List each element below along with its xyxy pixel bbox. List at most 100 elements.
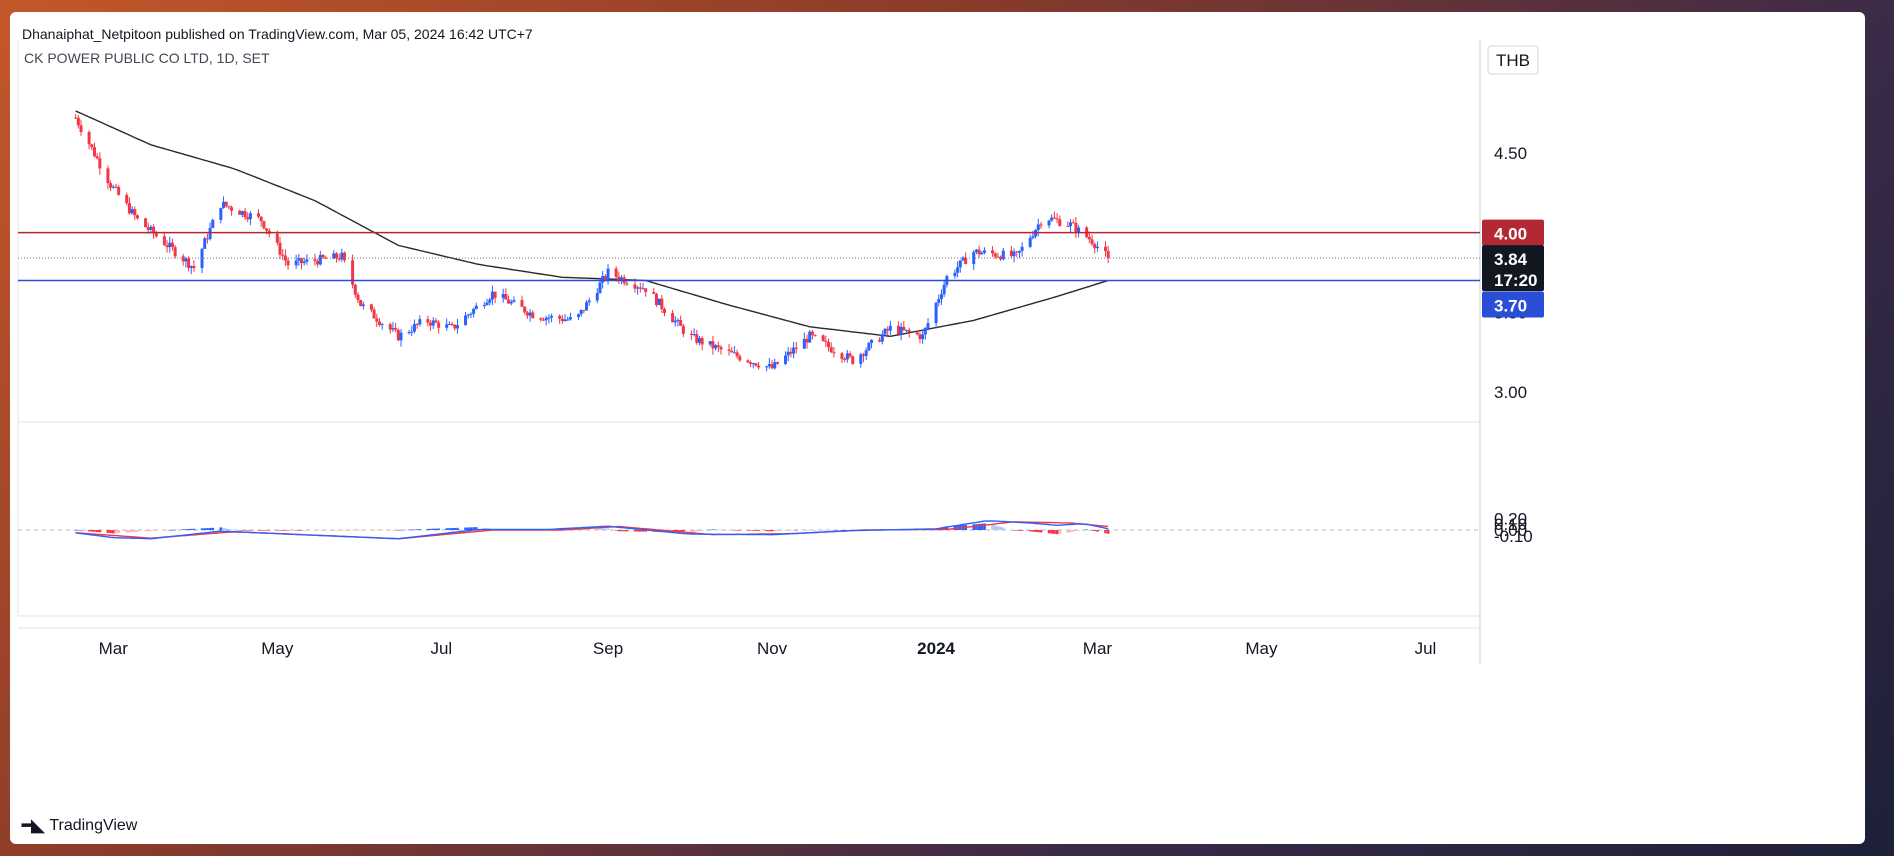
candle-body <box>848 353 852 357</box>
candle-body <box>109 183 113 188</box>
candle-body <box>219 207 223 220</box>
candle-body <box>396 329 400 341</box>
macd-histogram-bar <box>189 528 193 530</box>
candle-body <box>426 319 430 323</box>
candle-body <box>493 291 497 298</box>
candle-body <box>711 341 715 349</box>
macd-histogram-bar <box>1069 530 1072 533</box>
macd-histogram-bar <box>337 530 341 531</box>
candle-body <box>318 255 322 265</box>
signal-line <box>75 521 1109 540</box>
macd-histogram-bar <box>353 530 357 531</box>
candle-body <box>619 277 623 281</box>
candle-body <box>243 211 247 218</box>
macd-tick-label: 0.20 <box>1494 509 1527 528</box>
candle-body <box>356 294 360 300</box>
price-tick-label: 3.00 <box>1494 383 1527 402</box>
macd-histogram-bar <box>983 523 986 530</box>
macd-histogram-bar <box>394 530 397 531</box>
candle-body <box>205 238 209 240</box>
macd-histogram-bar <box>708 529 712 531</box>
candle-body <box>297 258 301 261</box>
macd-histogram-bar <box>1077 530 1080 531</box>
macd-histogram-bar <box>730 529 734 531</box>
time-tick-label: May <box>261 639 294 658</box>
candle-body <box>1095 246 1099 249</box>
macd-histogram-bar <box>945 526 949 530</box>
candle-body <box>152 226 156 234</box>
macd-histogram-bar <box>1093 530 1097 532</box>
candle-body <box>192 265 196 269</box>
macd-histogram-bar <box>749 530 752 531</box>
macd-histogram-bar <box>98 530 102 533</box>
candle-body <box>106 168 110 184</box>
macd-histogram-bar <box>429 528 432 530</box>
macd-histogram-bar <box>426 528 430 530</box>
candle-body <box>168 242 172 248</box>
candle-body <box>230 207 234 211</box>
candle-body <box>539 318 543 320</box>
macd-histogram-bar <box>679 530 682 533</box>
candle-body <box>265 228 269 231</box>
chart-canvas[interactable]: THB4.504.003.503.000.200.100.00-0.104.00… <box>10 12 1865 844</box>
candle-body <box>1047 220 1051 226</box>
macd-histogram-bar <box>238 530 241 531</box>
macd-histogram-bar <box>639 530 642 532</box>
candle-body <box>603 276 607 280</box>
macd-histogram-bar <box>109 530 112 534</box>
macd-histogram-bar <box>977 523 981 530</box>
resistance-badge-text: 4.00 <box>1494 225 1527 244</box>
macd-histogram-bar <box>106 530 110 533</box>
macd-histogram-bar <box>128 530 131 533</box>
macd-histogram-bar <box>751 530 755 531</box>
macd-histogram-bar <box>840 530 844 531</box>
candle-body <box>1001 250 1005 260</box>
time-tick-label: 2024 <box>917 639 955 658</box>
macd-histogram-bar <box>1085 529 1088 531</box>
macd-histogram-bar <box>95 530 99 533</box>
candle-body <box>902 326 906 330</box>
macd-histogram-bar <box>222 527 225 530</box>
footer[interactable]: ━◣ TradingView <box>22 816 137 836</box>
macd-histogram-bar <box>431 528 435 530</box>
macd-histogram-bar <box>87 530 91 532</box>
last-price-badge-text: 3.84 <box>1494 250 1528 269</box>
candle-body <box>802 338 806 349</box>
macd-histogram-bar <box>276 530 279 531</box>
macd-histogram-bar <box>633 530 637 532</box>
candle-body <box>275 233 279 243</box>
candle-body <box>256 213 260 217</box>
candle-body <box>671 313 675 323</box>
macd-histogram-bar <box>359 530 362 531</box>
candle-body <box>579 309 583 315</box>
candle-body <box>644 288 648 292</box>
macd-histogram-bar <box>281 530 284 531</box>
candle-body <box>418 319 422 325</box>
macd-histogram-bar <box>827 529 830 531</box>
macd-histogram-bar <box>692 530 696 532</box>
macd-histogram-bar <box>173 529 177 531</box>
candle-body <box>87 132 91 145</box>
macd-histogram-bar <box>765 530 768 532</box>
candle-body <box>146 227 150 230</box>
macd-histogram-bar <box>380 530 384 531</box>
macd-histogram-bar <box>114 530 118 534</box>
macd-histogram-bar <box>614 530 618 531</box>
candle-body <box>638 287 642 289</box>
macd-histogram-bar <box>448 528 451 530</box>
candle-body <box>485 302 489 306</box>
macd-histogram-bar <box>208 527 212 530</box>
candle-body <box>864 350 868 356</box>
macd-histogram-bar <box>90 530 94 532</box>
macd-histogram-bar <box>695 530 699 532</box>
macd-histogram-bar <box>942 526 946 530</box>
candle-body <box>144 218 148 228</box>
candle-body <box>394 328 398 330</box>
time-tick-label: May <box>1245 639 1278 658</box>
candle-body <box>238 210 242 215</box>
price-levels <box>18 231 1480 282</box>
candle-body <box>445 324 449 328</box>
candle-body <box>810 331 814 336</box>
candle-body <box>1071 222 1075 224</box>
candle-body <box>660 298 664 310</box>
